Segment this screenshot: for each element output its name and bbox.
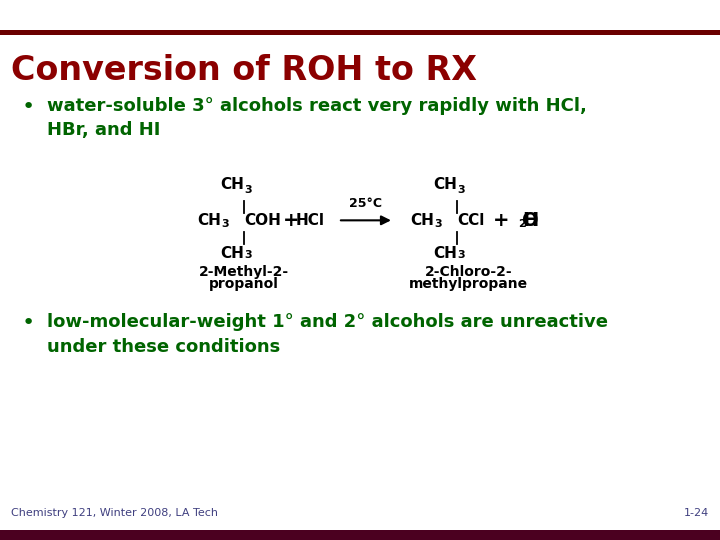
Text: +  H: + H: [493, 211, 539, 230]
Text: methylpropane: methylpropane: [409, 276, 528, 291]
Text: CH: CH: [220, 246, 244, 261]
Text: 3: 3: [244, 249, 252, 260]
Text: O: O: [523, 211, 539, 230]
Text: Chemistry 121, Winter 2008, LA Tech: Chemistry 121, Winter 2008, LA Tech: [11, 508, 218, 518]
Text: HCl: HCl: [295, 213, 325, 228]
Text: CH: CH: [220, 177, 244, 192]
Text: 1-24: 1-24: [684, 508, 709, 518]
Text: HBr, and HI: HBr, and HI: [47, 122, 160, 139]
Text: COH: COH: [244, 213, 281, 228]
Text: 25°C: 25°C: [349, 197, 382, 210]
Text: CCl: CCl: [457, 213, 485, 228]
Text: 2: 2: [518, 219, 526, 229]
Text: +: +: [283, 211, 300, 230]
Text: 3: 3: [244, 185, 252, 195]
Text: 3: 3: [434, 219, 442, 229]
Text: •: •: [22, 97, 35, 117]
Text: 3: 3: [457, 249, 465, 260]
Text: CH: CH: [410, 213, 434, 228]
Text: 2-Methyl-2-: 2-Methyl-2-: [199, 265, 289, 279]
Text: 3: 3: [457, 185, 465, 195]
Text: Conversion of ROH to RX: Conversion of ROH to RX: [11, 54, 477, 87]
Text: CH: CH: [197, 213, 221, 228]
Text: low-molecular-weight 1° and 2° alcohols are unreactive: low-molecular-weight 1° and 2° alcohols …: [47, 313, 608, 331]
Text: •: •: [22, 313, 35, 333]
Text: 2-Chloro-2-: 2-Chloro-2-: [424, 265, 512, 279]
Text: water-soluble 3° alcohols react very rapidly with HCl,: water-soluble 3° alcohols react very rap…: [47, 97, 587, 115]
Text: propanol: propanol: [210, 276, 279, 291]
Text: CH: CH: [433, 177, 457, 192]
Text: CH: CH: [433, 246, 457, 261]
Text: under these conditions: under these conditions: [47, 338, 280, 355]
Text: 3: 3: [221, 219, 229, 229]
